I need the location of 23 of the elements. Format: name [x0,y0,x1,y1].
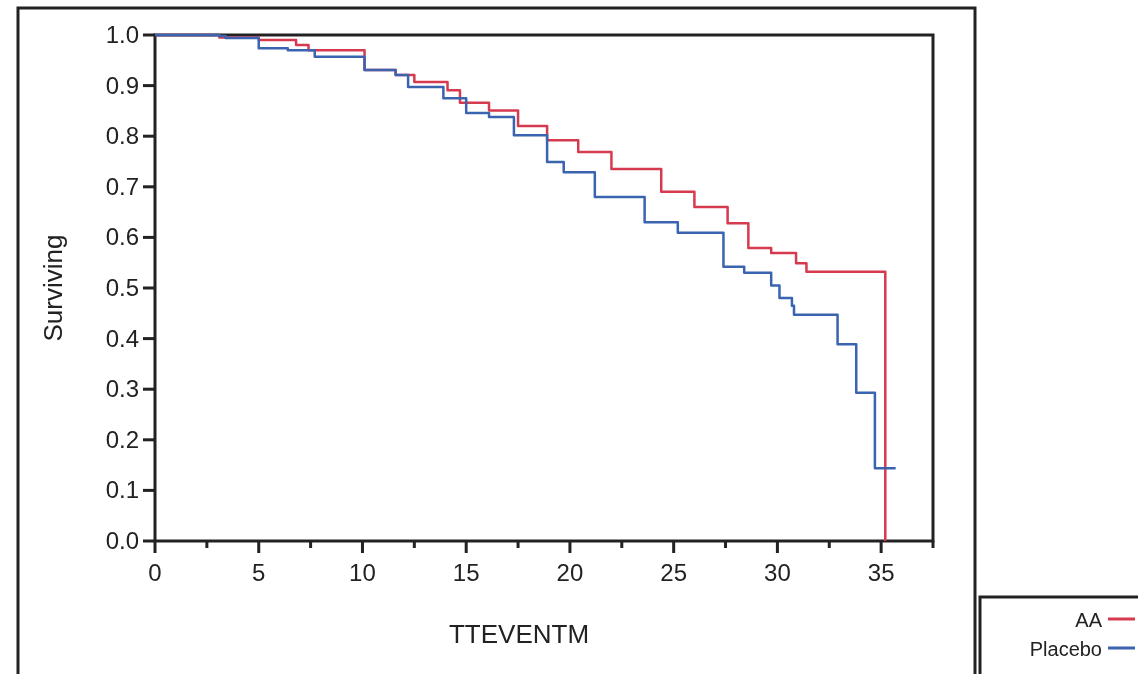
y-tick-label: 0.3 [105,375,139,403]
y-tick-label: 0.5 [105,274,139,301]
y-tick-label: 0.7 [105,172,139,200]
x-tick-label: 35 [867,559,895,586]
y-tick-label: 0.9 [105,71,139,99]
x-tick-label: 0 [148,559,162,586]
y-tick-label: 0.2 [105,425,139,453]
y-tick-label: 1.0 [105,21,139,48]
x-tick-label: 30 [764,559,791,586]
x-tick-label: 5 [252,559,266,586]
y-tick-label: 0.4 [105,324,139,352]
legend-label: Placebo [1029,638,1102,660]
x-tick-label: 15 [452,559,480,586]
y-axis-title: Surviving [38,234,68,342]
y-tick-label: 0.0 [105,527,139,554]
x-axis-title: TTEVENTM [448,619,590,649]
y-tick-label: 0.8 [105,122,139,150]
x-tick-label: 10 [349,559,376,586]
x-tick-label: 25 [660,559,688,586]
y-tick-label: 0.1 [105,476,139,504]
legend-label: AA [1075,609,1103,631]
x-tick-label: 20 [556,559,584,586]
y-tick-label: 0.6 [105,223,139,251]
